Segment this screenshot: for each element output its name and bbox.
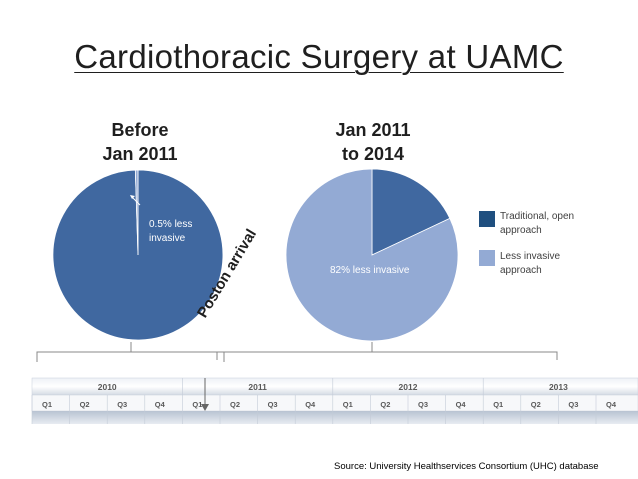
timeline-quarter-label: Q3 [117,400,127,409]
timeline-years: 2010 2011 2012 2013 [98,382,568,392]
timeline-quarter-label: Q2 [531,400,541,409]
timeline-quarters: Q1 Q2 Q3 Q4 Q1 Q2 Q3 Q4 Q1 Q2 Q3 Q4 Q1 Q2 Q3 Q4 [42,400,617,409]
legend-label-less-invasive: Less invasive approach [500,250,600,278]
chart-title-before: Before Jan 2011 [85,118,195,166]
timeline-quarter-label: Q4 [606,400,617,409]
chart-title-after-line1: Jan 2011 [335,120,411,140]
pie-after-slice-traditional [371,168,451,256]
legend-label-traditional-line2: approach [500,225,542,236]
source-note: Source: University Healthservices Consor… [334,461,599,472]
pie-before-slice-less-invasive [134,169,139,256]
annotation-before: 0.5% less invasive [149,218,192,246]
timeline-year-band [31,377,638,396]
timeline-year-label: 2010 [98,382,117,392]
timeline-quarter-label: Q1 [493,400,503,409]
pie-after-slice-less-invasive [285,168,459,342]
timeline-quarter-label: Q2 [380,400,390,409]
chart-title-before-line2: Jan 2011 [102,144,178,164]
legend-label-traditional: Traditional, open approach [500,210,600,238]
timeline-quarter-label: Q3 [268,400,278,409]
legend-swatch-less-invasive [479,250,495,266]
timeline-quarter-label: Q1 [192,400,202,409]
chart-title-before-line1: Before [111,120,169,140]
legend-label-less-invasive-line1: Less invasive [500,251,561,262]
timeline-quarter-label: Q3 [418,400,428,409]
legend-label-less-invasive-line2: approach [500,265,542,276]
timeline-grid [31,378,597,424]
pie-before [52,169,224,341]
annotation-before-line2: invasive [149,233,186,244]
bracket-after [216,342,558,360]
timeline-base [32,411,638,424]
annotation-after: 82% less invasive [330,265,410,276]
bracket-before [36,342,225,362]
legend-label-traditional-line1: Traditional, open [500,211,575,222]
timeline-quarter-label: Q1 [343,400,353,409]
legend-swatch-traditional [479,211,495,227]
pie-after [285,168,459,342]
timeline-quarter-label: Q1 [42,400,52,409]
timeline-quarter-label: Q4 [305,400,316,409]
timeline-quarter-label: Q4 [155,400,166,409]
timeline-quarter-label: Q4 [456,400,467,409]
annotation-before-line1: 0.5% less [149,219,193,230]
annotation-arrowhead-before [130,195,135,199]
timeline-quarter-label: Q2 [230,400,240,409]
slide-title: Cardiothoracic Surgery at UAMC [74,38,564,75]
chart-title-after-line2: to 2014 [341,144,405,164]
chart-title-after: Jan 2011 to 2014 [318,118,428,166]
timeline-year-label: 2013 [549,382,568,392]
timeline-quarter-label: Q3 [568,400,578,409]
timeline-year-label: 2011 [248,382,267,392]
timeline-year-label: 2012 [399,382,418,392]
poston-marker-arrowhead [201,404,209,411]
timeline-quarter-label: Q2 [80,400,90,409]
